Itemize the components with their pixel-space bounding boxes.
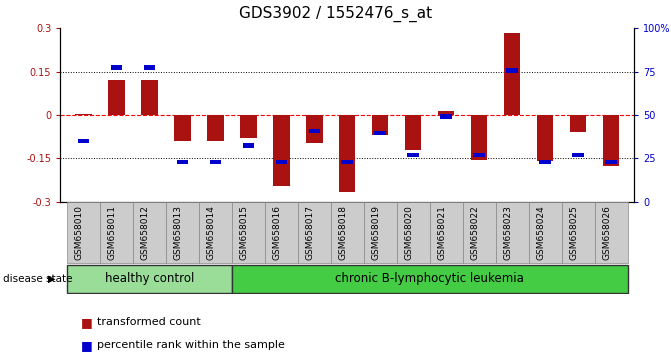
Bar: [504, 33, 520, 115]
Bar: [440, 114, 452, 119]
Text: GSM658024: GSM658024: [536, 205, 545, 260]
Text: GSM658026: GSM658026: [602, 205, 611, 260]
Text: GSM658023: GSM658023: [503, 205, 512, 260]
Bar: [473, 153, 485, 157]
FancyBboxPatch shape: [595, 202, 627, 263]
Text: ▶: ▶: [48, 274, 55, 284]
Bar: [537, 115, 554, 161]
Bar: [342, 160, 353, 164]
FancyBboxPatch shape: [298, 202, 331, 263]
Bar: [539, 160, 551, 164]
Bar: [407, 153, 419, 157]
FancyBboxPatch shape: [331, 202, 364, 263]
Text: GSM658017: GSM658017: [305, 205, 314, 260]
Text: GSM658013: GSM658013: [173, 205, 183, 260]
Bar: [78, 139, 89, 143]
FancyBboxPatch shape: [429, 202, 462, 263]
Text: chronic B-lymphocytic leukemia: chronic B-lymphocytic leukemia: [336, 272, 524, 285]
Text: GSM658012: GSM658012: [140, 205, 150, 260]
Text: GSM658015: GSM658015: [240, 205, 248, 260]
Text: healthy control: healthy control: [105, 272, 194, 285]
FancyBboxPatch shape: [496, 202, 529, 263]
Text: transformed count: transformed count: [97, 317, 201, 327]
Bar: [372, 115, 389, 135]
Bar: [276, 160, 287, 164]
FancyBboxPatch shape: [100, 202, 133, 263]
Bar: [306, 115, 323, 143]
FancyBboxPatch shape: [133, 202, 166, 263]
Bar: [209, 160, 221, 164]
FancyBboxPatch shape: [232, 265, 627, 293]
Bar: [339, 115, 356, 192]
Bar: [273, 115, 290, 186]
Bar: [207, 115, 223, 141]
Text: GSM658010: GSM658010: [74, 205, 83, 260]
Text: GSM658016: GSM658016: [272, 205, 281, 260]
Text: GSM658021: GSM658021: [437, 205, 446, 260]
Text: ■: ■: [81, 339, 93, 352]
Bar: [605, 160, 617, 164]
FancyBboxPatch shape: [67, 202, 100, 263]
Text: GSM658014: GSM658014: [207, 205, 215, 260]
Bar: [309, 129, 320, 133]
Text: disease state: disease state: [3, 274, 73, 284]
Bar: [603, 115, 619, 166]
FancyBboxPatch shape: [397, 202, 429, 263]
FancyBboxPatch shape: [199, 202, 232, 263]
Bar: [438, 111, 454, 115]
Text: GSM658022: GSM658022: [470, 205, 479, 260]
FancyBboxPatch shape: [232, 202, 265, 263]
Bar: [570, 115, 586, 132]
Bar: [141, 80, 158, 115]
FancyBboxPatch shape: [166, 202, 199, 263]
Text: GSM658011: GSM658011: [107, 205, 117, 260]
Text: ■: ■: [81, 316, 93, 329]
FancyBboxPatch shape: [462, 202, 496, 263]
Bar: [572, 153, 584, 157]
Bar: [374, 131, 386, 135]
Bar: [240, 115, 256, 138]
FancyBboxPatch shape: [67, 265, 232, 293]
Bar: [405, 115, 421, 150]
Bar: [242, 143, 254, 148]
Text: GSM658025: GSM658025: [569, 205, 578, 260]
Bar: [507, 68, 518, 73]
FancyBboxPatch shape: [529, 202, 562, 263]
Bar: [144, 65, 155, 70]
Bar: [111, 65, 122, 70]
FancyBboxPatch shape: [562, 202, 595, 263]
FancyBboxPatch shape: [364, 202, 397, 263]
Bar: [471, 115, 487, 160]
Text: GSM658020: GSM658020: [404, 205, 413, 260]
Text: GSM658019: GSM658019: [371, 205, 380, 260]
Bar: [176, 160, 188, 164]
Bar: [174, 115, 191, 141]
Bar: [108, 80, 125, 115]
Text: percentile rank within the sample: percentile rank within the sample: [97, 340, 285, 350]
Text: GDS3902 / 1552476_s_at: GDS3902 / 1552476_s_at: [239, 5, 432, 22]
FancyBboxPatch shape: [265, 202, 298, 263]
Text: GSM658018: GSM658018: [338, 205, 348, 260]
Bar: [75, 114, 92, 115]
